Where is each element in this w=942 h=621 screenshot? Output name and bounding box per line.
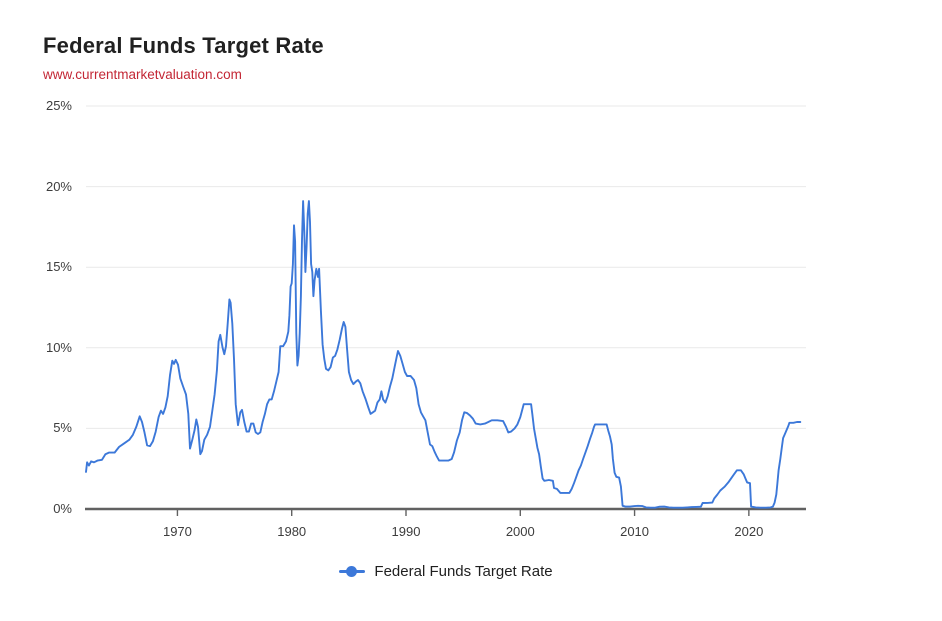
x-axis-tick-label: 1990 <box>391 524 421 539</box>
legend-dot-icon <box>346 565 358 577</box>
y-axis-tick-label: 10% <box>45 339 72 355</box>
legend-series-label: Federal Funds Target Rate <box>374 562 553 580</box>
source-link[interactable]: www.currentmarketvaluation.com <box>43 67 242 82</box>
y-axis-tick-label: 5% <box>53 420 72 436</box>
legend: Federal Funds Target Rate <box>86 560 806 582</box>
x-axis-tick-label: 1980 <box>277 524 307 539</box>
y-axis-tick-label: 20% <box>45 178 72 194</box>
chart-title: Federal Funds Target Rate <box>43 33 324 58</box>
x-axis-tick-label: 2000 <box>505 524 535 539</box>
legend-series-marker-icon <box>339 565 366 577</box>
y-axis-tick-label: 0% <box>53 501 72 516</box>
x-axis-tick-label: 2010 <box>620 524 650 539</box>
y-axis-tick-label: 25% <box>45 98 72 113</box>
y-axis-tick-label: 15% <box>45 259 72 275</box>
x-axis-tick-label: 2020 <box>734 524 764 539</box>
x-axis-tick-label: 1970 <box>162 524 192 539</box>
